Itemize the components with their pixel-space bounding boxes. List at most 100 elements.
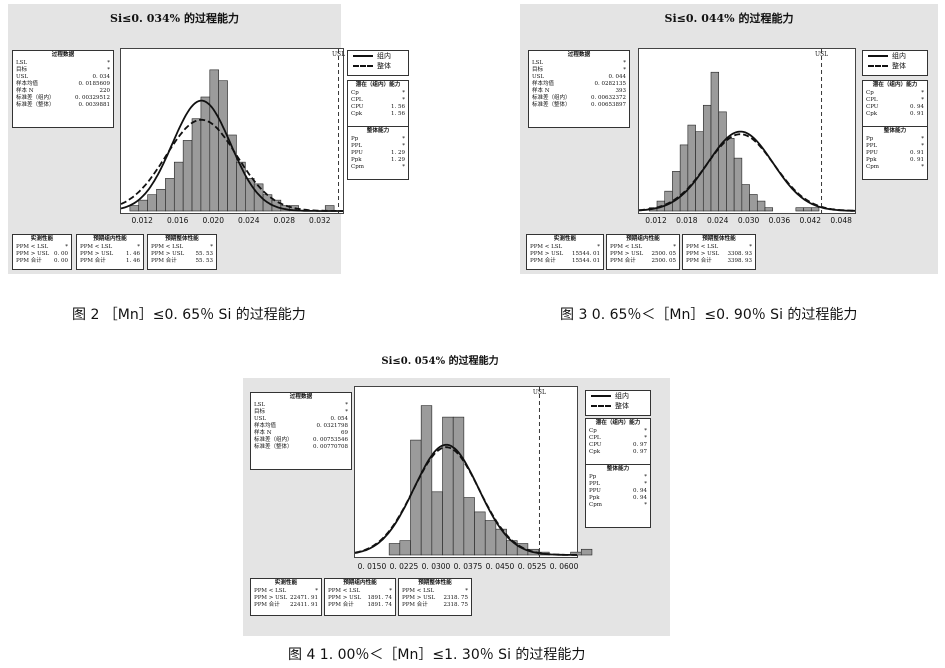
row-value: 1. 56 [391, 111, 405, 117]
row-value: * [644, 481, 647, 487]
table-row: PPL * [863, 143, 927, 150]
row-label: USL [532, 74, 545, 80]
row-label: Cp [351, 90, 359, 96]
row-value: 0. 00329512 [75, 95, 110, 101]
histogram-bar [129, 205, 140, 212]
row-value: 3398. 93 [727, 258, 753, 264]
row-value: 3308. 93 [727, 251, 753, 257]
histogram-bar [484, 520, 497, 556]
row-label: PPM > USL [254, 595, 288, 601]
chart-1-legend: 组内 整体 [347, 50, 409, 76]
row-value: * [597, 244, 600, 250]
row-label: PPM 合计 [610, 258, 636, 264]
row-label: PPM < LSL [16, 244, 49, 250]
row-value: * [315, 588, 318, 594]
row-label: Ppk [866, 157, 877, 163]
table-row: PPL * [586, 481, 650, 488]
table-row: Cpk 0. 91 [863, 111, 927, 118]
table-title: 过程数据 [567, 52, 591, 58]
histogram-bar [182, 140, 193, 212]
table-row: Pp * [863, 136, 927, 143]
histogram-bar [672, 171, 681, 212]
caption-fig4: 图 4 1. 00％＜［Mn］≤1. 30％ Si 的过程能力 [288, 647, 586, 663]
histogram-bar [147, 194, 157, 212]
row-label: CPL [866, 97, 878, 103]
row-value: * [402, 164, 405, 170]
histogram-bar [803, 207, 812, 212]
chart-1-xticks: 0.012 0.016 0.020 0.024 0.028 0.032 [120, 216, 342, 226]
chart-3-perf-2: 预期组内性能 PPM < LSL * PPM > USL 1891. 74 PPM 合计 1… [324, 578, 396, 616]
table-title: 整体能力 [883, 128, 907, 134]
legend-dashed-line [353, 65, 373, 67]
row-value: 1. 46 [126, 251, 140, 257]
row-value: 0. 034 [92, 74, 111, 80]
row-value: * [644, 502, 647, 508]
chart-3-legend: 组内 整体 [585, 390, 651, 416]
row-value: 0. 94 [910, 104, 924, 110]
legend-label: 整体 [377, 62, 391, 70]
row-value: 0. 00 [54, 251, 68, 257]
chart-2-legend: 组内 整体 [862, 50, 928, 76]
table-row: USL 0. 034 [13, 74, 113, 81]
table-row: USL 0. 054 [251, 416, 351, 423]
table-row: LSL * [251, 402, 351, 409]
histogram-bar [687, 124, 696, 212]
row-label: CPL [351, 97, 363, 103]
row-value: 2500. 05 [651, 251, 677, 257]
table-row: PPM 合计 1891. 74 [325, 602, 395, 609]
histogram-bar [442, 416, 454, 556]
legend-solid-line [353, 55, 373, 57]
row-label: Cpm [589, 502, 602, 508]
row-value: 0. 00753546 [313, 437, 348, 443]
x-tick-label: 0.048 [830, 216, 852, 225]
caption-fig2: 图 2 ［Mn］≤0. 65％ Si 的过程能力 [72, 307, 306, 323]
histogram-bar [474, 511, 486, 556]
legend-label: 组内 [615, 392, 629, 400]
histogram-bar [733, 157, 743, 212]
chart-3-xticks: 0. 0150 0. 0225 0. 0300 0. 0375 0. 0450 0. 05… [354, 562, 579, 572]
row-value: * [402, 97, 405, 103]
table-title: 实测性能 [30, 236, 54, 242]
table-row: PPM > USL 1891. 74 [325, 595, 395, 602]
row-label: Pp [589, 474, 597, 480]
caption-fig3: 图 3 0. 65％＜［Mn］≤0. 90％ Si 的过程能力 [560, 307, 858, 323]
row-label: CPU [351, 104, 364, 110]
row-label: Cpk [866, 111, 878, 117]
x-tick-label: 0.018 [676, 216, 698, 225]
table-row: Pp * [348, 136, 408, 143]
histogram-bar [741, 184, 750, 212]
usl-label: USL [815, 51, 828, 58]
row-value: 0. 00653897 [591, 102, 626, 108]
table-title: 过程数据 [51, 52, 75, 58]
table-title: 实测性能 [274, 580, 298, 586]
table-row: Cpm * [586, 502, 650, 509]
row-label: PPM 合计 [686, 258, 712, 264]
chart-3-svg: USL [354, 387, 593, 557]
row-value: 220 [99, 88, 111, 94]
row-value: 1891. 74 [367, 602, 393, 608]
row-value: 0. 91 [910, 111, 924, 117]
row-value: 0. 0321798 [316, 423, 349, 429]
x-tick-label: 0. 0225 [389, 562, 419, 571]
histogram-bar [810, 207, 820, 212]
table-row: PPM < LSL * [399, 588, 471, 595]
row-label: CPL [589, 435, 601, 441]
table-row: CPL * [348, 97, 408, 104]
row-label: Cp [866, 90, 874, 96]
histogram-bar [218, 80, 228, 212]
row-label: 标准差（整体） [254, 444, 293, 450]
within-fit-curve [354, 443, 577, 556]
row-value: * [107, 67, 110, 73]
legend-label: 整体 [892, 62, 906, 70]
table-row: 样本均值 0. 0282135 [529, 81, 629, 88]
table-row: 标准差（整体） 0. 0039881 [13, 102, 113, 109]
row-label: PPM < LSL [610, 244, 643, 250]
within-fit-curve [120, 99, 343, 212]
x-tick-label: 0. 0375 [453, 562, 483, 571]
row-label: PPM < LSL [686, 244, 719, 250]
x-tick-label: 0.016 [166, 216, 189, 225]
row-value: * [402, 90, 405, 96]
x-tick-label: 0. 0525 [517, 562, 547, 571]
chart-3-title: Si≤0. 054% 的过程能力 [381, 356, 499, 367]
histogram-bar [580, 548, 593, 556]
